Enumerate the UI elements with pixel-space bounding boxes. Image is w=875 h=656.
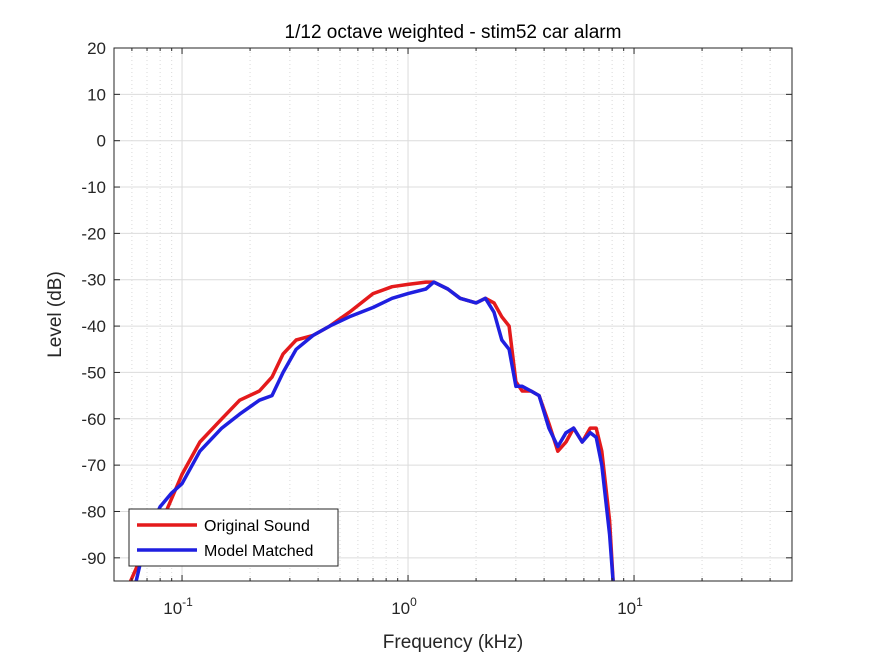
legend-box xyxy=(128,508,339,567)
y-tick-label: 0 xyxy=(97,132,106,151)
x-tick-label: 10-1 xyxy=(163,595,193,618)
y-tick-label: -70 xyxy=(81,456,106,475)
y-tick-label: -30 xyxy=(81,271,106,290)
y-tick-label: -80 xyxy=(81,502,106,521)
x-axis-label: Frequency (kHz) xyxy=(383,632,523,653)
minor-grid xyxy=(131,48,771,581)
y-tick-label: -60 xyxy=(81,410,106,429)
series-layer xyxy=(128,280,615,581)
x-tick-base: 10 xyxy=(617,599,636,618)
y-tick-label: -90 xyxy=(81,549,106,568)
legend: Original Sound Model Matched xyxy=(128,508,339,567)
y-axis-label: Level (dB) xyxy=(45,271,66,358)
x-tick-exponent: 1 xyxy=(636,595,643,609)
plot-area xyxy=(114,48,792,581)
y-tick-label: 20 xyxy=(87,39,106,58)
axis-ticks xyxy=(114,47,792,581)
y-tick-label: 10 xyxy=(87,85,106,104)
x-tick-label: 101 xyxy=(617,595,643,618)
x-tick-labels: 10-1 100 101 xyxy=(163,595,643,618)
x-tick-exponent: 0 xyxy=(410,595,417,609)
x-tick-label: 100 xyxy=(391,595,417,618)
legend-label: Original Sound xyxy=(204,518,310,535)
y-tick-labels: 20 10 0 -10 -20 -30 -40 -50 -60 -70 -80 -90 xyxy=(81,39,106,568)
plot-frame xyxy=(113,47,793,582)
x-tick-base: 10 xyxy=(163,599,182,618)
y-tick-label: -40 xyxy=(81,317,106,336)
series-line-model-matched xyxy=(134,280,615,581)
x-tick-exponent: -1 xyxy=(182,595,193,609)
chart-title: 1/12 octave weighted - stim52 car alarm xyxy=(285,22,622,43)
x-tick-base: 10 xyxy=(391,599,410,618)
legend-label: Model Matched xyxy=(204,543,313,560)
y-tick-label: -20 xyxy=(81,224,106,243)
y-tick-label: -10 xyxy=(81,178,106,197)
y-tick-label: -50 xyxy=(81,363,106,382)
